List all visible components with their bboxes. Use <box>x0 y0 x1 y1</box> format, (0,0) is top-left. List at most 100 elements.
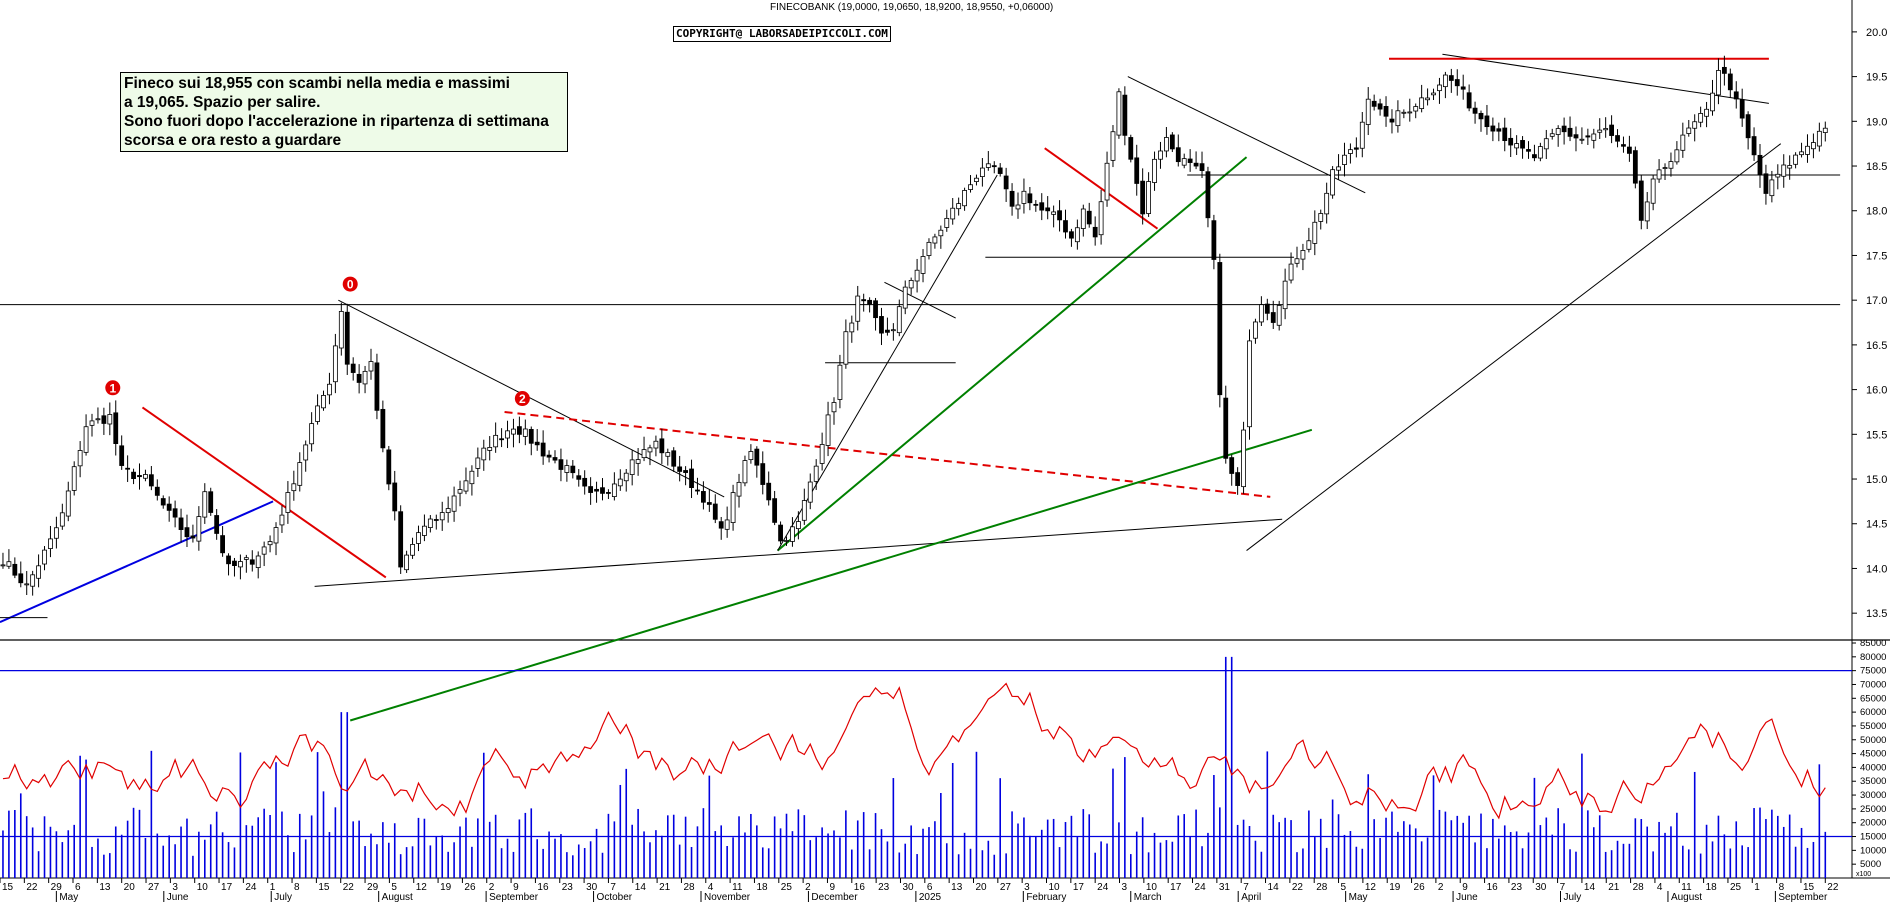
price-bar-body <box>220 535 225 554</box>
wave-label-0: 0 <box>347 278 354 292</box>
day-tick-label: 3 <box>1024 882 1030 893</box>
price-bar-body <box>653 440 659 449</box>
price-bar-body <box>297 462 303 486</box>
month-label: May <box>59 892 78 902</box>
month-label: July <box>1564 892 1582 902</box>
trendline-2 <box>338 299 725 498</box>
price-bar-body <box>208 491 214 513</box>
price-bar-body <box>1092 226 1098 238</box>
day-tick-label: 25 <box>1730 882 1742 893</box>
price-bar-body <box>1680 134 1686 151</box>
day-tick-label: 23 <box>1511 882 1523 893</box>
day-tick-label: 30 <box>1535 882 1547 893</box>
day-tick-label: 4 <box>708 882 714 893</box>
price-bar-body <box>801 500 807 521</box>
price-bar-body <box>113 412 119 445</box>
trendlines <box>0 53 1841 722</box>
copyright-label: COPYRIGHT@ LABORSADEIPICCOLI.COM <box>673 26 891 42</box>
price-bar-body <box>1739 99 1745 119</box>
price-tick-label: 14.0 <box>1866 563 1887 575</box>
price-bar-body <box>1472 107 1478 114</box>
price-bar-body <box>629 459 635 475</box>
price-bar-body <box>1508 137 1514 146</box>
day-tick-label: 2 <box>1438 882 1444 893</box>
price-bar-body <box>825 414 831 446</box>
price-bar-body <box>1365 98 1371 125</box>
day-tick-label: 2 <box>489 882 495 893</box>
price-bar-body <box>1454 79 1460 87</box>
price-bar-body <box>24 583 30 586</box>
price-bar-body <box>1692 121 1698 129</box>
price-tick-label: 13.5 <box>1866 608 1887 620</box>
price-bar-body <box>463 480 469 492</box>
price-bar-body <box>683 470 688 473</box>
price-bar-body <box>991 165 997 168</box>
price-bar-body <box>1395 110 1401 127</box>
price-bar-body <box>772 498 778 523</box>
day-tick-label: 3 <box>172 882 178 893</box>
price-bar-body <box>647 447 653 453</box>
price-bar-body <box>1288 263 1294 281</box>
month-label: June <box>1456 892 1478 902</box>
price-bar-body <box>107 414 113 425</box>
price-bar-body <box>1264 303 1270 314</box>
price-bar-body <box>416 532 421 544</box>
price-bar-body <box>511 428 516 435</box>
month-label: August <box>1671 892 1702 902</box>
day-tick-label: 20 <box>124 882 136 893</box>
price-bar-body <box>148 474 154 487</box>
price-bar-body <box>481 447 487 461</box>
price-tick-label: 17.5 <box>1866 250 1887 262</box>
day-tick-label: 25 <box>781 882 793 893</box>
day-tick-label: 2 <box>805 882 811 893</box>
volume-tick-label: 25000 <box>1860 804 1886 815</box>
day-tick-label: 18 <box>1706 882 1718 893</box>
price-bar-body <box>1122 94 1128 136</box>
day-tick-label: 30 <box>902 882 914 893</box>
price-bar-body <box>439 512 445 521</box>
price-bar-body <box>36 565 41 579</box>
price-bar-body <box>362 370 368 385</box>
price-bar-body <box>1733 91 1739 100</box>
day-tick-label: 7 <box>1243 882 1249 893</box>
commentary-line-3: Sono fuori dopo l'accelerazione in ripar… <box>124 113 549 130</box>
price-bar-body <box>1003 175 1009 190</box>
price-bar-body <box>659 438 665 454</box>
price-bar-body <box>855 295 861 322</box>
price-bar-body <box>522 428 528 437</box>
price-bar-body <box>600 487 605 494</box>
price-bar-body <box>540 442 546 457</box>
price-bar-body <box>867 299 873 305</box>
price-bar-body <box>730 492 736 523</box>
price-bar-body <box>1401 111 1407 114</box>
price-bar-body <box>291 483 297 492</box>
price-bar-body <box>1781 164 1787 177</box>
price-bar-body <box>1496 128 1502 132</box>
price-bar-body <box>1514 143 1520 149</box>
price-bar-body <box>795 521 801 530</box>
price-bar-body <box>1241 429 1246 488</box>
price-bar-body <box>1306 240 1312 250</box>
price-bar-body <box>327 383 332 396</box>
price-bar-body <box>172 508 178 518</box>
price-bar-body <box>255 555 261 568</box>
price-bar-body <box>677 466 683 472</box>
day-tick-label: 24 <box>1195 882 1207 893</box>
wave-label-circle <box>105 380 121 396</box>
price-bar-body <box>724 519 730 530</box>
price-bar-body <box>1039 202 1045 211</box>
price-bar-body <box>1187 158 1193 163</box>
price-bar-body <box>712 503 718 520</box>
price-bar-body <box>232 560 237 567</box>
price-bar-body <box>1822 127 1828 133</box>
price-bar-body <box>1128 137 1134 160</box>
day-tick-label: 14 <box>1268 882 1280 893</box>
price-bar-body <box>576 475 582 480</box>
price-bar-body <box>962 190 967 207</box>
price-bar-body <box>1181 158 1187 166</box>
day-tick-label: 3 <box>1122 882 1128 893</box>
price-bar-body <box>1348 149 1353 154</box>
volume-tick-label: 65000 <box>1860 693 1886 704</box>
price-bar-body <box>505 430 510 439</box>
price-bar-body <box>398 511 404 568</box>
